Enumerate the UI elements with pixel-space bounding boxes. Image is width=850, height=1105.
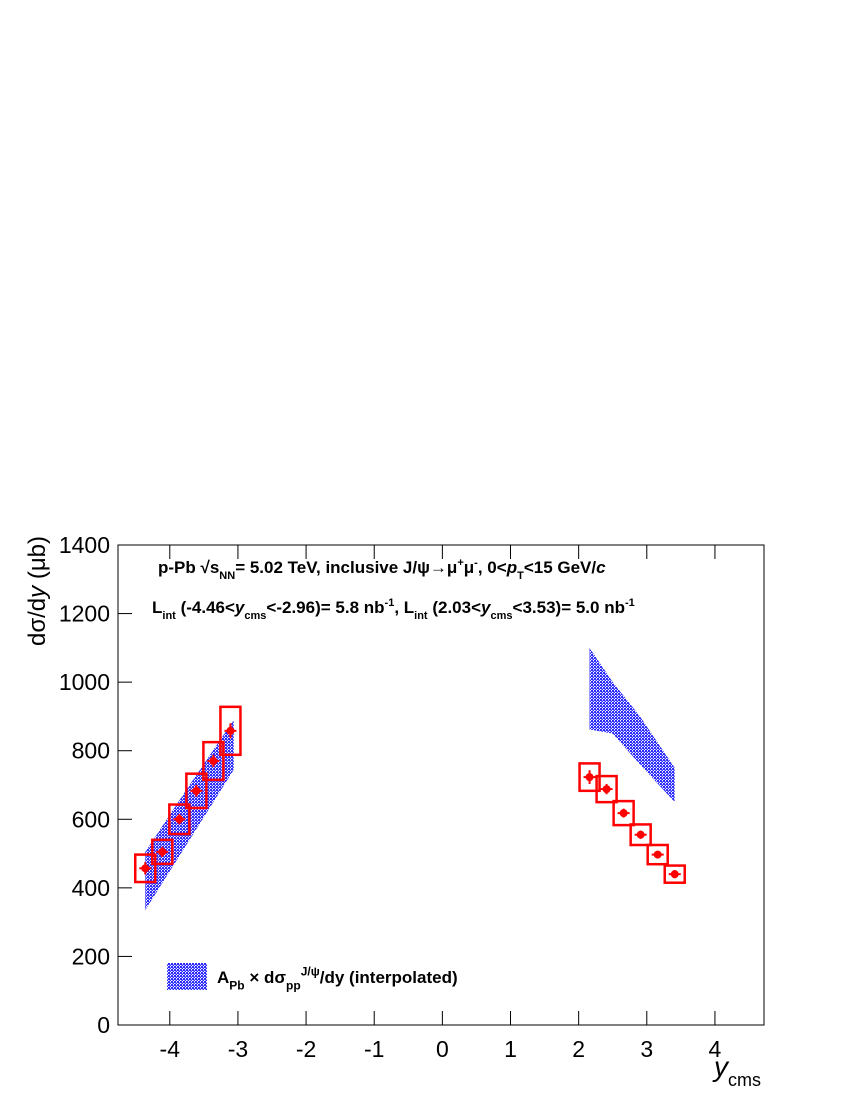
syst-box bbox=[202, 740, 225, 782]
legend-label-part: Pb bbox=[229, 978, 244, 992]
x-tick-label: 0 bbox=[436, 1036, 449, 1062]
point bbox=[636, 830, 645, 839]
annotation-part: L bbox=[152, 598, 162, 617]
annotation-part: y bbox=[480, 598, 492, 617]
x-tick-label: 3 bbox=[640, 1036, 653, 1062]
point bbox=[192, 786, 201, 795]
x-tick-label: 4 bbox=[709, 1036, 722, 1062]
point bbox=[226, 726, 235, 735]
syst-box bbox=[663, 864, 686, 884]
annotation-part: <-2.96)= 5.8 nb bbox=[266, 598, 384, 617]
point bbox=[175, 815, 184, 824]
x-axis-label: ycms bbox=[712, 1051, 761, 1090]
x-tick-label: 2 bbox=[572, 1036, 585, 1062]
point bbox=[209, 757, 218, 765]
legend-label-part: A bbox=[217, 968, 229, 987]
legend-label-part: pp bbox=[286, 978, 301, 992]
point bbox=[653, 850, 662, 859]
y-tick-label: 200 bbox=[72, 943, 110, 969]
y-tick-label: 1200 bbox=[59, 601, 110, 627]
point bbox=[158, 847, 167, 856]
annotation-part: y bbox=[234, 598, 246, 617]
x-tick-label: -1 bbox=[364, 1036, 384, 1062]
syst-box bbox=[646, 843, 669, 866]
y-axis-label-part: (μb) bbox=[24, 536, 51, 586]
legend-label: APb × dσppJ/ψ/dy (interpolated) bbox=[217, 964, 458, 992]
annotation: Lint (-4.46<ycms<-2.96)= 5.8 nb-1, Lint … bbox=[152, 597, 635, 622]
plot-frame bbox=[117, 544, 765, 1026]
annotation-part: cms bbox=[244, 610, 266, 622]
legend-label-part: × dσ bbox=[245, 968, 287, 987]
syst-box bbox=[595, 774, 618, 804]
point bbox=[602, 785, 611, 794]
x-tick-label: -3 bbox=[228, 1036, 248, 1062]
annotation-part: int bbox=[162, 610, 176, 622]
annotation-part: <15 GeV/ bbox=[524, 558, 597, 577]
annotation-part: p-Pb √ bbox=[158, 558, 210, 577]
annotation-part: μ bbox=[464, 558, 474, 577]
x-tick-label: -4 bbox=[160, 1036, 181, 1062]
y-tick-label: 400 bbox=[72, 875, 110, 901]
syst-box bbox=[629, 823, 652, 847]
syst-box bbox=[219, 705, 242, 757]
y-axis-label-part: dσ/d bbox=[24, 598, 51, 646]
x-tick-label: -2 bbox=[296, 1036, 316, 1062]
y-axis-label-part: y bbox=[24, 584, 51, 600]
legend-label-part: /dy (interpolated) bbox=[320, 968, 458, 987]
syst-box bbox=[151, 838, 174, 866]
y-axis-label: dσ/dy (μb) bbox=[24, 536, 51, 646]
annotation: p-Pb √sNN= 5.02 TeV, inclusive J/ψ→μ+μ-,… bbox=[158, 557, 606, 582]
y-tick-label: 600 bbox=[72, 806, 110, 832]
annotation-part: - bbox=[474, 557, 478, 569]
y-tick-label: 1400 bbox=[59, 532, 110, 558]
annotation-part: -1 bbox=[385, 597, 395, 609]
annotation-part: <3.53)= 5.0 nb bbox=[513, 598, 625, 617]
annotation-part: T bbox=[517, 570, 524, 582]
legend-label-part: J/ψ bbox=[301, 964, 320, 978]
annotation-part: , L bbox=[394, 598, 414, 617]
annotation-part: -1 bbox=[625, 597, 635, 609]
annotation-part: , 0< bbox=[478, 558, 507, 577]
point bbox=[585, 773, 594, 782]
annotation-part: NN bbox=[219, 570, 235, 582]
y-tick-label: 1000 bbox=[59, 669, 110, 695]
legend-swatch bbox=[167, 963, 207, 990]
annotation-part: + bbox=[457, 557, 463, 569]
point bbox=[670, 870, 679, 879]
x-axis-label-part: cms bbox=[728, 1070, 761, 1090]
annotation-part: cms bbox=[490, 610, 512, 622]
y-tick-label: 0 bbox=[97, 1012, 110, 1038]
syst-box bbox=[185, 772, 208, 810]
x-tick-label: 1 bbox=[504, 1036, 517, 1062]
point bbox=[619, 809, 628, 818]
band bbox=[589, 647, 675, 803]
annotation-part: int bbox=[414, 610, 428, 622]
syst-box bbox=[612, 799, 635, 827]
y-tick-label: 800 bbox=[72, 738, 110, 764]
annotation-part: p bbox=[506, 558, 517, 577]
syst-box bbox=[134, 853, 157, 884]
syst-box bbox=[168, 803, 191, 836]
point bbox=[141, 864, 150, 873]
annotation-part: = 5.02 TeV, inclusive J/ψ→μ bbox=[235, 558, 457, 577]
x-axis-label-part: y bbox=[712, 1051, 730, 1082]
annotation-part: (2.03< bbox=[428, 598, 481, 617]
annotation-part: c bbox=[596, 558, 606, 577]
annotation-part: (-4.46< bbox=[176, 598, 235, 617]
annotation-part: s bbox=[210, 558, 219, 577]
